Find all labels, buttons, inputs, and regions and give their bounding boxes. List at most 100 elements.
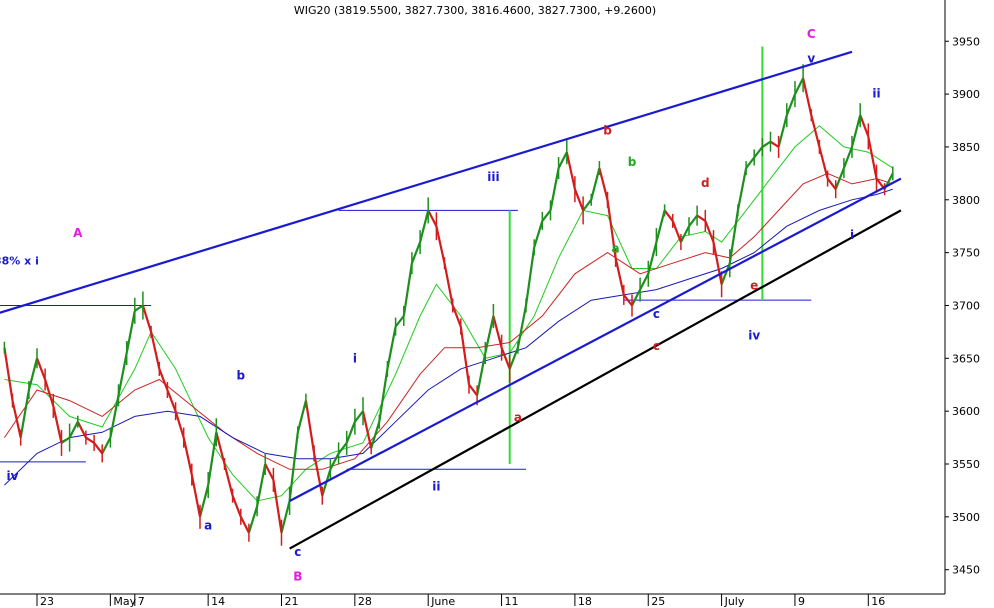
y-tick-label-9: 3900	[952, 88, 980, 101]
price-segment-57	[468, 384, 478, 396]
wave-label-2: iv	[7, 469, 19, 483]
trendlines	[0, 50, 902, 550]
moving-average-line-2	[4, 188, 893, 486]
price-segment-10	[85, 436, 95, 444]
price-segment-52	[427, 209, 438, 227]
price-segment-38	[313, 453, 324, 496]
price-segment-17	[141, 305, 153, 333]
price-segment-67	[549, 167, 560, 211]
price-segment-5	[44, 379, 55, 407]
price-segment-16	[134, 304, 144, 312]
price-segment-97	[794, 77, 805, 95]
price-segment-19	[158, 368, 169, 391]
price-segment-37	[304, 400, 316, 454]
price-segment-65	[533, 220, 544, 248]
price-segment-8	[68, 421, 79, 439]
price-segment-88	[720, 262, 731, 285]
price-segment-3	[27, 358, 39, 391]
y-tick-label-0: 3450	[952, 564, 980, 577]
price-segment-59	[484, 315, 495, 354]
wave-label-5: c	[294, 545, 301, 559]
price-segment-49	[402, 263, 413, 317]
price-segment-105	[859, 114, 870, 137]
price-segment-87	[712, 241, 723, 285]
y-tick-label-10: 3950	[952, 35, 980, 48]
wave-label-9: iii	[487, 170, 499, 184]
wave-label-8: ii	[432, 479, 440, 493]
trendline-1	[289, 177, 902, 502]
price-segment-82	[671, 220, 682, 243]
x-tick-label-10: July	[724, 595, 745, 608]
wave-label-19: C	[807, 27, 816, 41]
x-tick-label-7: 11	[505, 595, 519, 608]
price-segment-26	[215, 432, 226, 465]
price-segment-41	[337, 442, 348, 455]
price-segment-92	[753, 146, 764, 159]
price-segment-54	[443, 262, 454, 306]
price-segment-61	[500, 347, 511, 370]
wave-label-4: b	[237, 369, 246, 383]
x-tick-label-5: 28	[358, 595, 372, 608]
wave-label-21: i	[850, 228, 854, 242]
moving-average-line-0	[4, 125, 894, 502]
wave-label-14: c	[653, 339, 660, 353]
price-segment-96	[785, 93, 797, 116]
y-tick-label-5: 3700	[952, 299, 980, 312]
price-segment-81	[663, 209, 674, 222]
price-segment-102	[834, 167, 845, 190]
price-segment-104	[850, 114, 862, 148]
x-tick-label-4: 21	[285, 595, 299, 608]
price-segment-76	[622, 294, 633, 307]
price-segment-46	[378, 368, 389, 422]
price-segment-86	[704, 220, 715, 243]
chart-title: WIG20 (3819.5500, 3827.7300, 3816.4600, …	[294, 4, 656, 17]
price-segment-29	[239, 516, 250, 534]
price-segment-22	[182, 437, 193, 475]
price-segment-53	[435, 225, 446, 264]
price-segment-28	[231, 495, 242, 518]
price-segment-23	[190, 474, 202, 518]
price-segment-64	[524, 247, 536, 306]
wave-label-10: a	[514, 411, 522, 425]
price-segment-24	[198, 484, 210, 518]
price-segment-98	[802, 77, 813, 116]
wave-label-15: c	[653, 307, 660, 321]
wave-label-6: B	[293, 569, 302, 583]
x-tick-label-11: 9	[798, 595, 805, 608]
price-segment-7	[60, 436, 71, 444]
price-segment-93	[761, 140, 772, 148]
price-segment-70	[573, 188, 585, 211]
price-segment-42	[345, 421, 356, 444]
price-segment-106	[867, 136, 878, 179]
price-segment-55	[451, 305, 462, 327]
y-tick-label-2: 3550	[952, 458, 980, 471]
x-tick-label-3: 14	[211, 595, 225, 608]
price-segment-83	[679, 225, 690, 243]
price-segment-78	[639, 273, 650, 291]
price-segment-45	[370, 421, 381, 449]
x-tick-label-0: 23	[40, 595, 54, 608]
price-segment-20	[166, 389, 177, 412]
price-segment-77	[631, 289, 642, 306]
price-segment-43	[354, 410, 364, 423]
wave-label-0: A	[73, 226, 83, 240]
price-segment-100	[818, 146, 829, 179]
x-tick-label-6: June	[430, 595, 455, 608]
price-segment-0	[3, 347, 14, 401]
price-segment-72	[590, 167, 601, 201]
price-segment-101	[826, 177, 837, 190]
price-segment-13	[109, 395, 120, 438]
y-tick-label-6: 3750	[952, 247, 980, 260]
y-axis: 3450 3500 3550 3600 3650 3700 3750 3800 3850 3900…	[944, 0, 980, 594]
x-tick-label-9: 25	[651, 595, 665, 608]
price-segment-35	[288, 432, 299, 502]
price-segment-99	[810, 114, 821, 148]
trendline-2	[289, 209, 902, 550]
y-tick-label-7: 3800	[952, 194, 980, 207]
x-tick-label-12: 16	[871, 595, 885, 608]
price-segment-79	[647, 241, 658, 275]
wave-label-20: v	[807, 51, 815, 65]
price-segment-50	[410, 241, 422, 264]
